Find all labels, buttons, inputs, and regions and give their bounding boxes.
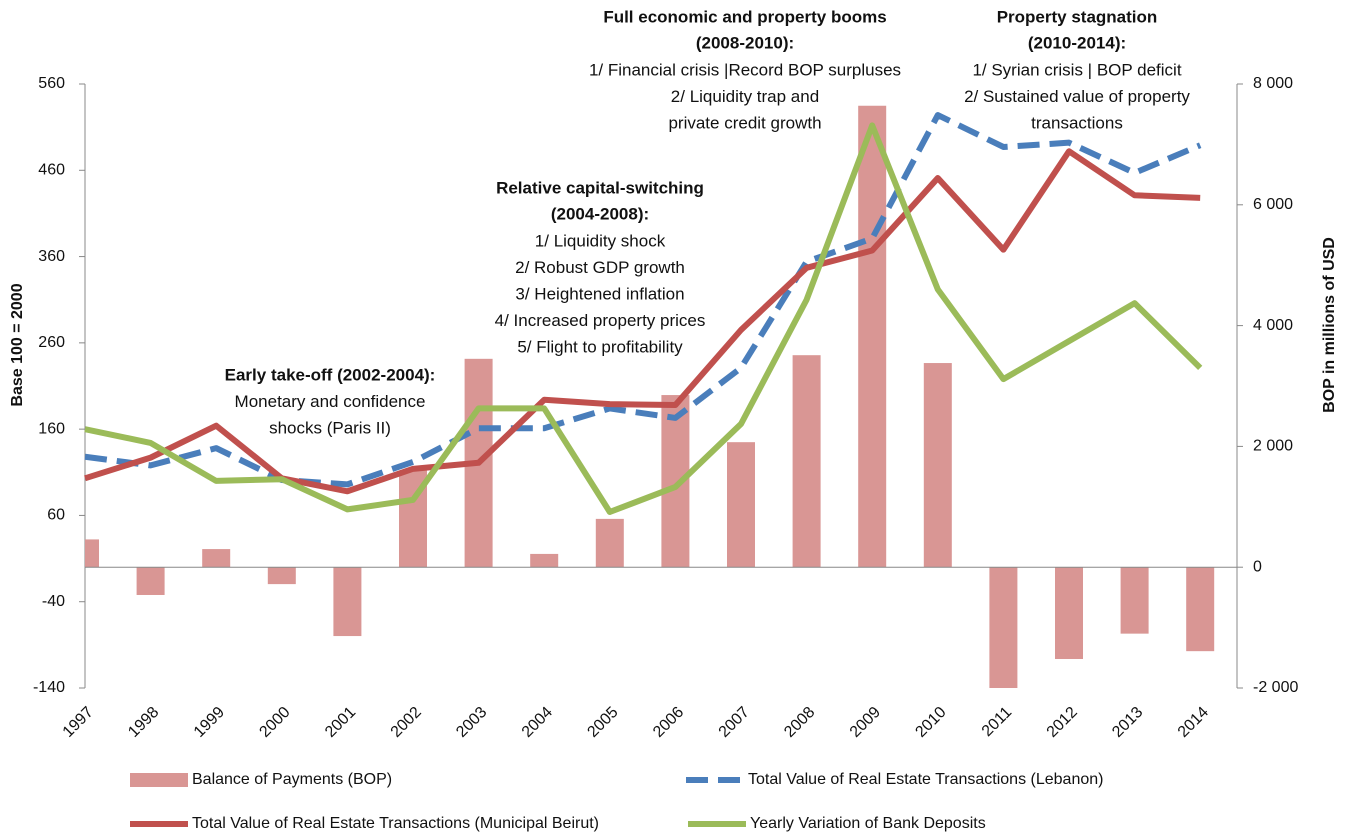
y2-tick-label: 6 000	[1253, 196, 1293, 213]
x-tick-label: 1997	[60, 704, 97, 741]
bar	[136, 567, 165, 595]
x-tick-label: 2000	[256, 704, 293, 741]
legend-label: Balance of Payments (BOP)	[192, 771, 392, 788]
bar	[923, 363, 952, 568]
y2-tick-label: -2 000	[1253, 679, 1298, 696]
line-series	[84, 122, 1203, 515]
x-tick-label: 2013	[1109, 704, 1146, 741]
y-tick-label: 360	[38, 248, 65, 265]
annotation-line: shocks (Paris II)	[269, 418, 391, 437]
bar	[727, 442, 755, 568]
bar	[1055, 567, 1083, 660]
annotation-line: 5/ Flight to profitability	[517, 337, 683, 356]
x-tick-label: 2010	[912, 704, 949, 741]
y-axis-label: Base 100 = 2000	[9, 283, 26, 406]
y-tick-label: 260	[38, 334, 65, 351]
bar	[989, 567, 1018, 688]
annotation-line: 1/ Liquidity shock	[535, 231, 666, 250]
bar	[267, 567, 296, 585]
line-series	[84, 112, 1202, 488]
annotation-line: 1/ Financial crisis |Record BOP surpluse…	[589, 60, 901, 79]
y2-tick-label: 2 000	[1253, 438, 1293, 455]
annotation-line: 2/ Liquidity trap and	[671, 87, 819, 106]
x-tick-label: 2001	[322, 704, 359, 741]
annotation-line: 3/ Heightened inflation	[515, 284, 684, 303]
bar	[1120, 567, 1149, 634]
x-tick-label: 2007	[716, 704, 753, 741]
annotation-title: Early take-off (2002-2004):	[225, 365, 436, 384]
bar	[202, 549, 231, 568]
y-tick-label: -140	[33, 679, 65, 696]
bar	[858, 105, 887, 568]
line-series	[84, 148, 1201, 495]
bar	[792, 355, 821, 568]
x-tick-label: 2003	[453, 704, 490, 741]
bar	[85, 539, 99, 568]
annotation-title: (2004-2008):	[551, 204, 649, 223]
x-tick-label: 2011	[979, 704, 1015, 740]
x-tick-label: 2014	[1175, 704, 1212, 741]
y-tick-label: 460	[38, 162, 65, 179]
x-tick-label: 1998	[125, 704, 162, 741]
annotation-title: (2008-2010):	[696, 33, 794, 52]
y2-axis-label: BOP in millions of USD	[1321, 237, 1338, 413]
annotation-line: transactions	[1031, 113, 1123, 132]
bar	[1186, 567, 1215, 652]
x-tick-label: 2012	[1044, 704, 1081, 741]
annotation-line: private credit growth	[668, 113, 821, 132]
x-tick-label: 2008	[781, 704, 818, 741]
annotation-line: 2/ Sustained value of property	[964, 87, 1190, 106]
annotation-line: 2/ Robust GDP growth	[515, 258, 685, 277]
y2-tick-label: 4 000	[1253, 317, 1293, 334]
x-tick-label: 2006	[650, 704, 687, 741]
annotation-title: (2010-2014):	[1028, 33, 1126, 52]
x-tick-label: 1999	[191, 704, 228, 741]
bar	[530, 553, 559, 568]
legend-label: Total Value of Real Estate Transactions …	[192, 815, 599, 832]
legend-label: Total Value of Real Estate Transactions …	[748, 771, 1103, 788]
legend-swatch	[130, 773, 188, 787]
y-tick-label: 60	[47, 507, 65, 524]
annotation-line: 1/ Syrian crisis | BOP deficit	[972, 60, 1181, 79]
bar	[333, 567, 362, 637]
legend-label: Yearly Variation of Bank Deposits	[750, 815, 986, 832]
annotation-title: Relative capital-switching	[496, 178, 704, 197]
y2-tick-label: 0	[1253, 558, 1262, 575]
x-tick-label: 2005	[584, 704, 621, 741]
x-tick-label: 2004	[519, 704, 556, 741]
annotation-line: Monetary and confidence	[235, 392, 426, 411]
y-tick-label: 160	[38, 420, 65, 437]
x-tick-label: 2002	[388, 704, 425, 741]
x-tick-label: 2009	[847, 704, 884, 741]
annotation-line: 4/ Increased property prices	[495, 311, 706, 330]
bar	[595, 518, 624, 568]
annotation-title: Full economic and property booms	[603, 7, 886, 26]
y-tick-label: -40	[42, 593, 65, 610]
y2-tick-label: 8 000	[1253, 75, 1293, 92]
annotation-title: Property stagnation	[997, 7, 1158, 26]
y-tick-label: 560	[38, 75, 65, 92]
